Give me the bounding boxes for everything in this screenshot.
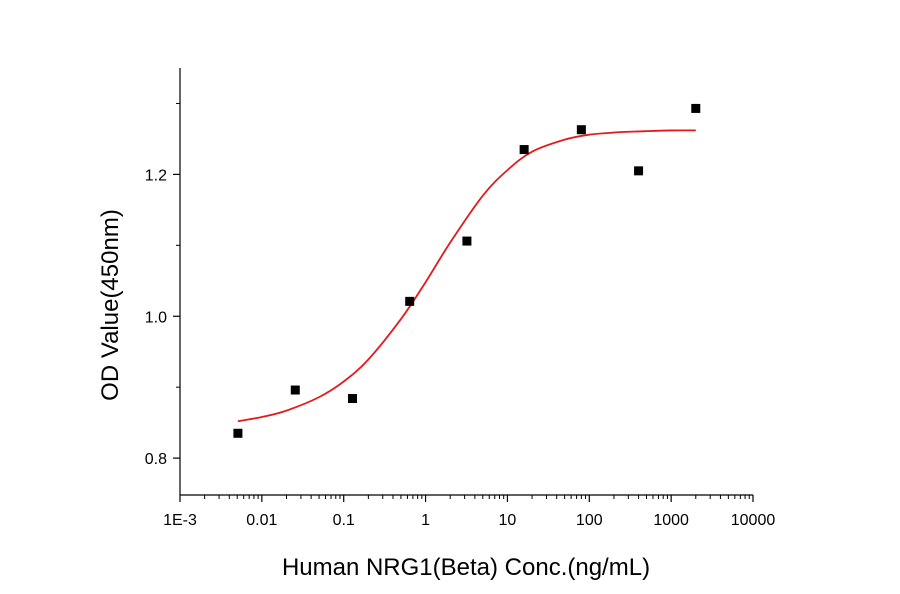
x-tick-label: 10000	[731, 512, 776, 529]
x-tick-label: 1E-3	[163, 512, 197, 529]
y-tick-label: 1.2	[145, 167, 167, 184]
data-point	[290, 385, 300, 395]
data-point	[576, 125, 586, 135]
x-tick-label: 10	[499, 512, 517, 529]
x-axis: 1E-3 0.01 0.1 1 10 100 1000 10000	[163, 494, 775, 529]
x-tick-label: 100	[576, 512, 603, 529]
data-point	[519, 145, 529, 155]
x-ticks: 1E-3 0.01 0.1 1 10 100 1000 10000	[163, 495, 775, 529]
data-point	[634, 166, 644, 176]
data-points	[233, 103, 701, 438]
y-tick-label: 0.8	[145, 451, 167, 468]
y-axis-title: OD Value(450nm)	[97, 209, 124, 401]
x-tick-label: 1	[421, 512, 430, 529]
x-tick-label: 0.01	[246, 512, 277, 529]
y-tick-label: 1.0	[145, 309, 167, 326]
x-axis-title: Human NRG1(Beta) Conc.(ng/mL)	[282, 554, 650, 581]
data-point	[233, 428, 243, 438]
data-point	[691, 103, 701, 113]
y-axis: 0.8 1.0 1.2	[145, 68, 181, 495]
data-point	[347, 394, 357, 404]
x-tick-label: 0.1	[333, 512, 355, 529]
fit-curve	[237, 129, 696, 423]
data-point	[405, 296, 415, 306]
x-tick-label: 1000	[653, 512, 689, 529]
y-ticks: 0.8 1.0 1.2	[145, 102, 180, 468]
data-point	[462, 236, 472, 246]
